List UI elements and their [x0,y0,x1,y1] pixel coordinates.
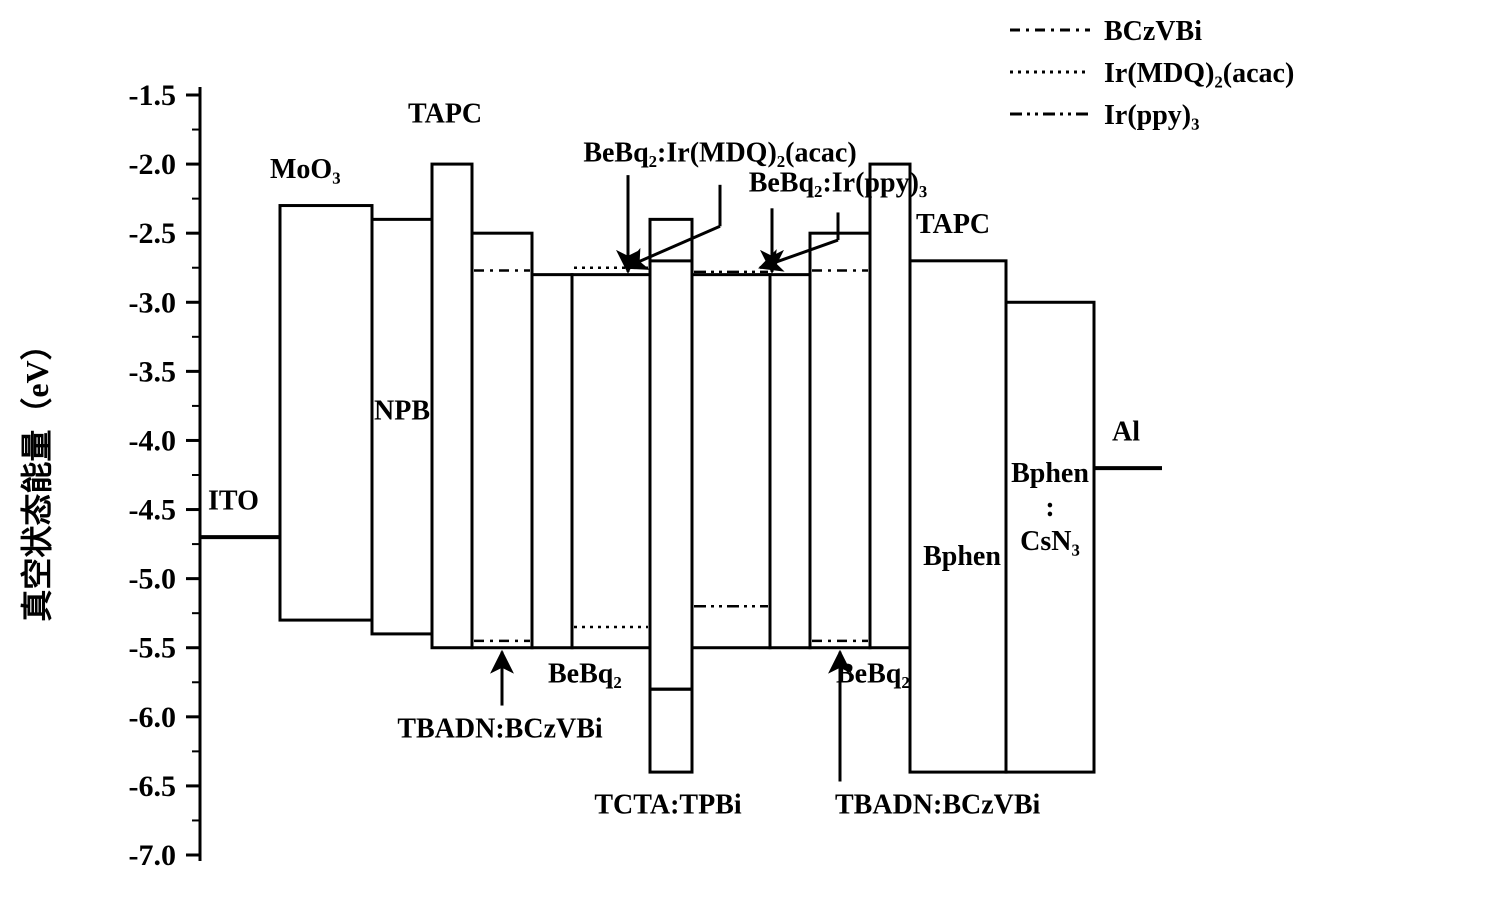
y-tick-label: -3.0 [129,286,177,319]
layer-BeBq2_Irppy-box [692,275,770,648]
layer-TBADN1-label: TBADN:BCzVBi [397,714,603,745]
layer-TAPC1-label: TAPC [408,99,482,130]
layer-TBADN1-box [472,233,532,648]
y-tick-label: -5.0 [129,563,177,596]
layer-BeBq2_IrMDQ-label: BeBq₂:Ir(MDQ)₂(acac) [583,137,856,168]
layer-TCTA_TPBi-box [650,219,692,689]
y-tick-label: -5.5 [129,632,177,665]
y-tick-label: -1.5 [129,79,177,112]
legend-label-BCzVBi: BCzVBi [1104,16,1202,47]
legend-label-IrMDQ: Ir(MDQ)₂(acac) [1104,58,1294,89]
layer-BeBq2_a-label: BeBq₂ [548,658,622,689]
layer-BeBq2_b-box [770,275,810,648]
layer-Bphen-box [910,261,1006,772]
layer-BeBq2_Irppy-label: BeBq₂:Ir(ppy)₃ [749,168,928,199]
layer-Bphen_CsN3-label: Bphen [1011,458,1089,489]
layer-TBADN2-box [810,233,870,648]
layer-TAPC2-box [870,164,910,648]
y-axis-label: 真空状态能量（eV） [19,328,55,621]
layer-Bphen_CsN3-label: CsN₃ [1020,526,1080,557]
legend-label-Irppy: Ir(ppy)₃ [1104,100,1200,131]
layer-Bphen_CsN3-label: : [1045,492,1054,523]
layer-TAPC1-box [432,164,472,648]
layer-Bphen-label: Bphen [923,541,1001,572]
layer-TCTA_TPBi-label: TCTA:TPBi [594,790,741,821]
layer-TAPC2-label: TAPC [916,209,990,240]
layer-TBADN2-label: TBADN:BCzVBi [835,790,1041,821]
layer-BeBq2_a-box [532,275,572,648]
layer-MoO3-box [280,206,372,621]
y-tick-label: -6.5 [129,770,177,803]
energy-level-diagram: -1.5 -2.0 -2.5 -3.0 -3.5 -4.0 -4.5 -5.0 -5.5 -6.0… [0,0,1494,901]
y-tick-label: -3.5 [129,355,177,388]
y-tick-label: -2.0 [129,148,177,181]
layer-BeBq2_IrMDQ-box [572,275,650,648]
layer-NPB-label: NPB [374,396,430,427]
y-tick-label: -4.0 [129,424,177,457]
layer-Al-label: Al [1112,416,1140,447]
y-tick-label: -7.0 [129,839,177,872]
layer-MoO3-label: MoO₃ [270,154,341,185]
y-tick-label: -4.5 [129,494,177,527]
layer-TCTA_TPBi-box2 [650,689,692,772]
y-tick-label: -6.0 [129,701,177,734]
y-tick-label: -2.5 [129,217,177,250]
layer-ITO-label: ITO [208,486,259,517]
layer-BeBq2_b-label: BeBq₂ [836,658,910,689]
